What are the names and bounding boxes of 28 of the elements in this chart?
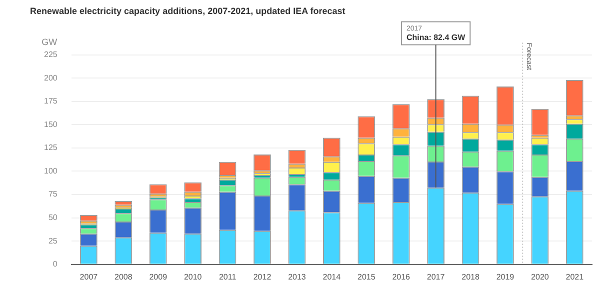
y-tick-label: 200 bbox=[44, 73, 58, 82]
y-tick-label: 75 bbox=[48, 190, 58, 199]
x-tick-label: 2010 bbox=[184, 272, 202, 282]
y-tick-label: 0 bbox=[52, 260, 58, 269]
x-tick-label: 2018 bbox=[462, 272, 480, 282]
x-tick-label: 2008 bbox=[114, 272, 133, 282]
annotation: China: 82.4 GW bbox=[406, 33, 466, 42]
x-tick-label: 2016 bbox=[392, 272, 411, 282]
x-tick-label: 2011 bbox=[218, 272, 237, 282]
y-tick-label: 150 bbox=[44, 120, 58, 129]
x-tick-label: 2012 bbox=[253, 272, 272, 282]
x-tick-label: 2009 bbox=[149, 272, 168, 282]
x-tick-label: 2021 bbox=[566, 272, 584, 282]
x-tick-label: 2007 bbox=[80, 272, 98, 282]
x-tick-label: 2015 bbox=[357, 272, 376, 282]
y-tick-label: 100 bbox=[44, 166, 58, 176]
x-tick-label: 2014 bbox=[322, 272, 342, 282]
x-tick-label: 2019 bbox=[496, 272, 515, 282]
x-tick-label: 2013 bbox=[288, 272, 306, 282]
y-tick-label: 25 bbox=[48, 236, 58, 246]
y-axis-title: GW bbox=[42, 36, 58, 47]
y-tick-label: 125 bbox=[44, 143, 58, 152]
y-tick-label: 175 bbox=[44, 96, 58, 106]
chart-title: Renewable electricity capacity additions, 2007-2021, updated IEA forecast bbox=[30, 6, 346, 16]
x-tick-label: 2020 bbox=[531, 272, 550, 282]
y-tick-label: 50 bbox=[48, 213, 58, 222]
x-tick-label: 2017 bbox=[426, 272, 446, 282]
y-tick-label: 225 bbox=[44, 50, 58, 60]
